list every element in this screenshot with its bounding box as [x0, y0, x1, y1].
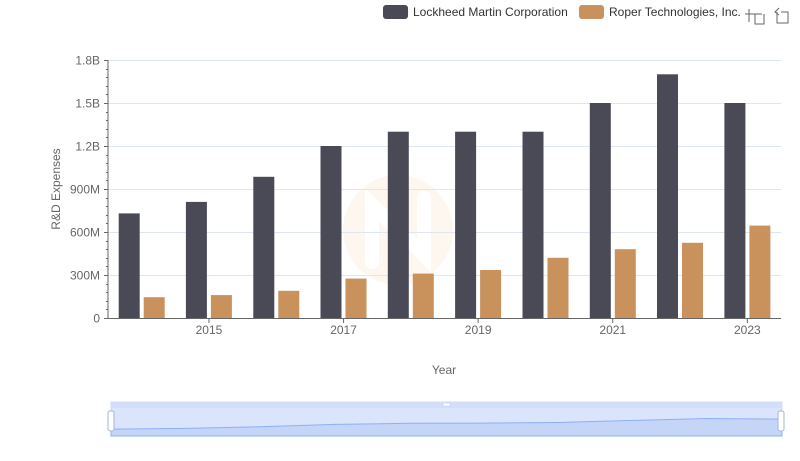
x-axis-ticks: 2015 2017 2019 2021 2023 [196, 318, 761, 337]
bar-lockheed-2014 [118, 213, 140, 318]
y-axis-tick-label: 1.5B [75, 97, 100, 111]
x-axis-tick-label: 2021 [599, 323, 626, 337]
y-axis-tick-label: 1.8B [75, 54, 100, 68]
y-axis-title: R&D Expenses [49, 148, 63, 229]
y-axis-ticks: 0 300M 600M 900M 1.2B 1.5B 1.8B [70, 54, 100, 326]
zoom-reset-icon[interactable] [774, 7, 789, 24]
legend-label-lockheed: Lockheed Martin Corporation [413, 5, 568, 19]
bar-lockheed-2023 [724, 103, 746, 318]
y-axis-tick-label: 1.2B [75, 140, 100, 154]
bar-lockheed-2022 [657, 74, 678, 318]
bar-roper-2015 [210, 295, 232, 318]
legend-swatch-roper [579, 5, 604, 19]
bar-roper-2018 [412, 273, 434, 318]
data-zoom-right-handle[interactable] [777, 410, 785, 432]
legend-label-roper: Roper Technologies, Inc. [609, 5, 741, 19]
bar-roper-2020 [547, 257, 569, 318]
legend[interactable]: Lockheed Martin Corporation Roper Techno… [383, 5, 741, 19]
bar-roper-2019 [480, 270, 502, 318]
bar-lockheed-2021 [589, 103, 611, 318]
bar-roper-2014 [143, 297, 165, 318]
x-axis-tick-label: 2015 [196, 323, 223, 337]
bar-lockheed-2015 [185, 201, 207, 318]
bar-roper-2017 [345, 278, 367, 318]
y-axis-tick-label: 0 [93, 312, 100, 326]
data-zoom-left-handle[interactable] [107, 410, 115, 432]
data-zoom-drag-icon[interactable] [442, 402, 451, 407]
legend-swatch-lockheed [383, 5, 408, 19]
bar-roper-2022 [682, 242, 703, 319]
y-axis-tick-label: 900M [70, 183, 100, 197]
bar-lockheed-2018 [387, 131, 409, 318]
legend-item-lockheed[interactable]: Lockheed Martin Corporation [383, 5, 568, 19]
bar-lockheed-2017 [320, 146, 342, 318]
x-axis-tick-label: 2023 [734, 323, 761, 337]
bar-lockheed-2020 [522, 131, 544, 318]
bar-lockheed-2016 [253, 176, 275, 318]
x-axis-title: Year [432, 363, 456, 377]
y-axis-tick-label: 300M [70, 269, 100, 283]
bar-roper-2016 [278, 290, 300, 318]
x-axis-tick-label: 2017 [330, 323, 357, 337]
data-zoom-slider[interactable] [107, 401, 785, 437]
legend-item-roper[interactable]: Roper Technologies, Inc. [579, 5, 741, 19]
bar-lockheed-2019 [455, 131, 477, 318]
data-zoom-icon[interactable] [745, 9, 765, 25]
bars [118, 74, 771, 319]
bar-roper-2023 [749, 225, 771, 318]
bar-roper-2021 [614, 249, 636, 318]
x-axis-tick-label: 2019 [465, 323, 492, 337]
y-axis-tick-label: 600M [70, 226, 100, 240]
